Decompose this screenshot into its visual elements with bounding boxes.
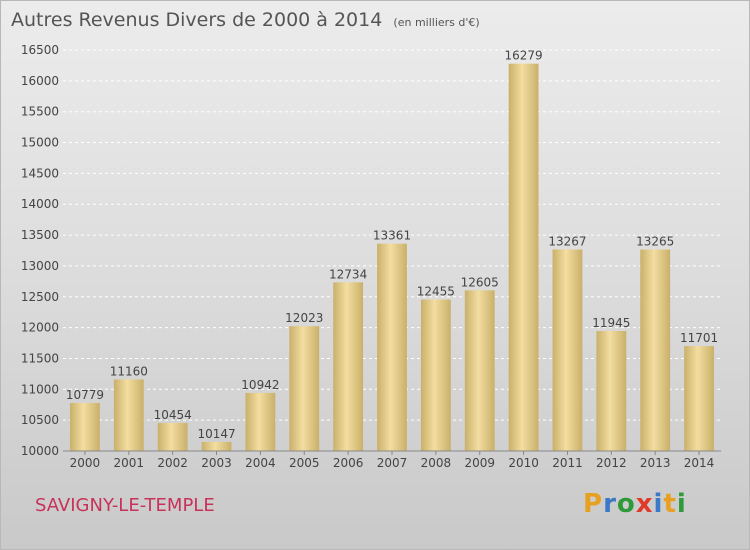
bar bbox=[245, 392, 276, 451]
bar bbox=[508, 63, 539, 451]
bar bbox=[289, 326, 320, 451]
data-label: 12455 bbox=[417, 285, 455, 299]
y-tick-label: 13500 bbox=[21, 228, 59, 242]
x-tick-label: 2004 bbox=[245, 456, 276, 470]
y-tick-label: 12000 bbox=[21, 321, 59, 335]
data-label: 12605 bbox=[461, 275, 499, 289]
y-tick-label: 16500 bbox=[21, 43, 59, 57]
chart-title: Autres Revenus Divers de 2000 à 2014 bbox=[11, 9, 383, 31]
y-tick-label: 10500 bbox=[21, 413, 59, 427]
data-label: 10942 bbox=[241, 378, 279, 392]
y-tick-label: 14500 bbox=[21, 166, 59, 180]
logo-letter: i bbox=[653, 489, 664, 519]
data-label: 11945 bbox=[592, 316, 630, 330]
x-tick-label: 2013 bbox=[640, 456, 671, 470]
y-axis: 10000 10500 11000 11500 12000 12500 13000 13500… bbox=[21, 43, 59, 458]
y-tick-label: 15500 bbox=[21, 105, 59, 119]
bar bbox=[157, 422, 188, 451]
y-tick-label: 15000 bbox=[21, 136, 59, 150]
data-label: 13265 bbox=[636, 235, 674, 249]
bar bbox=[420, 299, 451, 451]
x-tick-label: 2002 bbox=[157, 456, 188, 470]
data-label: 12734 bbox=[329, 267, 367, 281]
y-tick-label: 12500 bbox=[21, 290, 59, 304]
logo-letter: r bbox=[603, 489, 617, 519]
y-tick-label: 11000 bbox=[21, 382, 59, 396]
x-tick-label: 2012 bbox=[596, 456, 627, 470]
data-label: 13361 bbox=[373, 229, 411, 243]
x-tick-label: 2005 bbox=[289, 456, 320, 470]
bar bbox=[333, 282, 364, 451]
bar bbox=[552, 249, 583, 451]
bar bbox=[201, 441, 232, 451]
y-tick-label: 16000 bbox=[21, 74, 59, 88]
bar bbox=[684, 346, 714, 451]
bar bbox=[596, 331, 627, 451]
x-tick-label: 2006 bbox=[333, 456, 364, 470]
chart-subtitle: (en milliers d'€) bbox=[393, 16, 480, 29]
data-label: 10779 bbox=[66, 388, 104, 402]
y-tick-label: 10000 bbox=[21, 444, 59, 458]
x-tick-label: 2001 bbox=[114, 456, 145, 470]
title-row: Autres Revenus Divers de 2000 à 2014 (en… bbox=[11, 9, 480, 31]
logo-letter: P bbox=[583, 489, 604, 519]
x-tick-label: 2014 bbox=[684, 456, 715, 470]
city-name: SAVIGNY-LE-TEMPLE bbox=[35, 495, 215, 516]
x-axis: 2000 2001 2002 2003 2004 2005 2006 2007 2008 2009… bbox=[63, 450, 721, 470]
proxiti-logo: Proxiti bbox=[583, 489, 687, 519]
logo-letter: x bbox=[635, 489, 654, 519]
data-label: 11701 bbox=[680, 331, 718, 345]
data-label: 10147 bbox=[197, 427, 235, 441]
data-label: 11160 bbox=[110, 364, 148, 378]
bar bbox=[464, 290, 495, 451]
bar bbox=[113, 379, 144, 451]
data-labels: 10779 11160 10454 10147 10942 12023 12734 13361… bbox=[66, 49, 718, 441]
data-label: 13267 bbox=[548, 234, 586, 248]
x-tick-label: 2010 bbox=[508, 456, 539, 470]
x-tick-label: 2008 bbox=[421, 456, 452, 470]
logo-letter: i bbox=[676, 489, 687, 519]
x-tick-label: 2011 bbox=[552, 456, 583, 470]
bar bbox=[377, 243, 407, 451]
x-tick-label: 2009 bbox=[464, 456, 495, 470]
data-label: 16279 bbox=[505, 49, 543, 63]
bar bbox=[640, 249, 671, 451]
x-tick-label: 2003 bbox=[201, 456, 232, 470]
x-tick-label: 2000 bbox=[70, 456, 101, 470]
logo-letter: o bbox=[616, 489, 636, 519]
y-tick-label: 11500 bbox=[21, 351, 59, 365]
data-label: 12023 bbox=[285, 311, 323, 325]
y-tick-label: 13000 bbox=[21, 259, 59, 273]
bars bbox=[70, 63, 714, 451]
logo-letter: t bbox=[663, 489, 677, 519]
bar bbox=[70, 402, 100, 451]
y-tick-label: 14000 bbox=[21, 197, 59, 211]
data-label: 10454 bbox=[154, 408, 192, 422]
x-tick-label: 2007 bbox=[377, 456, 408, 470]
